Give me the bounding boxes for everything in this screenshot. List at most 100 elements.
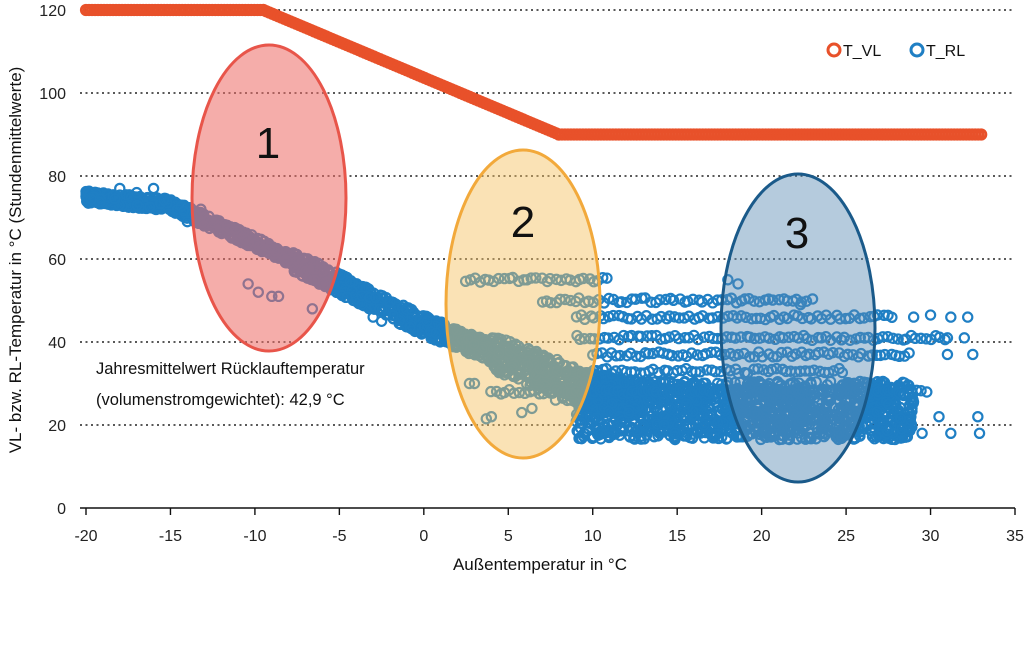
t-rl-point bbox=[577, 272, 589, 285]
t-rl-point bbox=[658, 419, 670, 431]
t-rl-point bbox=[554, 293, 566, 306]
t-rl-point bbox=[642, 348, 655, 360]
annotation-line-2: (volumenstromgewichtet): 42,9 °C bbox=[96, 391, 345, 409]
zone-3-ellipse bbox=[719, 172, 877, 484]
t-rl-point bbox=[887, 384, 899, 396]
t-rl-point bbox=[810, 410, 822, 422]
t-rl-point bbox=[373, 303, 386, 315]
t-rl-point bbox=[924, 309, 937, 321]
t-rl-point bbox=[360, 281, 373, 294]
t-rl-point bbox=[887, 332, 899, 344]
t-rl-point bbox=[674, 383, 686, 396]
t-rl-point bbox=[901, 406, 914, 419]
t-rl-point bbox=[778, 385, 790, 398]
t-rl-point bbox=[618, 377, 631, 389]
t-rl-point bbox=[660, 293, 672, 306]
zone-3-label: 3 bbox=[785, 209, 809, 258]
t-rl-point bbox=[512, 344, 524, 357]
t-rl-point bbox=[765, 363, 778, 376]
t-rl-point bbox=[363, 291, 376, 304]
t-rl-point bbox=[796, 397, 809, 409]
t-rl-point bbox=[614, 349, 626, 362]
t-rl-point bbox=[717, 312, 729, 324]
t-rl-point bbox=[933, 331, 946, 343]
t-rl-point bbox=[681, 295, 694, 307]
t-rl-point bbox=[698, 384, 710, 396]
t-rl-point bbox=[666, 349, 678, 362]
x-tick-label: 20 bbox=[753, 528, 771, 545]
t-rl-point bbox=[748, 295, 760, 307]
t-rl-point bbox=[842, 348, 854, 361]
t-rl-point bbox=[855, 347, 867, 360]
t-rl-point bbox=[765, 431, 777, 443]
t-rl-point bbox=[405, 303, 418, 316]
t-rl-point bbox=[669, 427, 681, 439]
legend-label-t-vl: T_VL bbox=[843, 43, 881, 60]
t-rl-point bbox=[748, 406, 761, 419]
t-rl-point bbox=[711, 377, 724, 390]
t-rl-point bbox=[131, 199, 143, 211]
t-rl-point bbox=[877, 414, 889, 426]
t-rl-point bbox=[838, 331, 851, 344]
t-rl-point bbox=[616, 414, 628, 427]
x-axis-title: Außentemperatur in °C bbox=[453, 555, 627, 574]
t-rl-point bbox=[650, 386, 663, 398]
t-rl-point bbox=[739, 388, 752, 400]
t-rl-point bbox=[858, 312, 870, 324]
t-rl-point bbox=[493, 366, 505, 379]
x-tick-label: -5 bbox=[332, 528, 346, 545]
t-rl-point bbox=[729, 332, 742, 344]
t-rl-point bbox=[870, 430, 883, 443]
t-rl-point bbox=[635, 330, 647, 343]
t-rl-point bbox=[603, 292, 615, 305]
t-rl-point bbox=[400, 303, 413, 316]
t-rl-point bbox=[587, 296, 599, 309]
x-tick-label: 25 bbox=[837, 528, 855, 545]
x-tick-label: 10 bbox=[584, 528, 602, 545]
t-rl-point bbox=[752, 363, 764, 375]
t-rl-point bbox=[575, 417, 587, 429]
t-rl-point bbox=[147, 182, 160, 195]
t-rl-point bbox=[907, 311, 920, 323]
t-rl-point bbox=[719, 400, 731, 413]
t-rl-point bbox=[549, 394, 562, 406]
zone-1-label: 1 bbox=[256, 119, 280, 168]
y-tick-label: 40 bbox=[48, 335, 66, 352]
t-rl-point bbox=[421, 315, 433, 327]
t-rl-point bbox=[920, 333, 932, 345]
t-rl-point bbox=[658, 411, 670, 423]
t-rl-point bbox=[886, 311, 898, 324]
t-rl-point bbox=[516, 406, 528, 419]
t-rl-point bbox=[882, 398, 895, 410]
t-rl-point bbox=[967, 348, 979, 361]
t-rl-point bbox=[941, 332, 954, 344]
t-rl-point bbox=[692, 333, 704, 346]
t-rl-point bbox=[456, 334, 469, 346]
t-rl-point bbox=[820, 384, 833, 396]
t-rl-point bbox=[736, 405, 748, 418]
t-rl-point bbox=[812, 346, 825, 359]
t-rl-point bbox=[468, 338, 480, 351]
legend-label-t-rl: T_RL bbox=[926, 43, 965, 60]
t-rl-point bbox=[823, 366, 835, 379]
t-rl-point bbox=[796, 413, 808, 425]
t-rl-point bbox=[973, 427, 986, 439]
t-rl-point bbox=[667, 294, 680, 307]
t-rl-point bbox=[694, 366, 706, 378]
t-rl-point bbox=[574, 333, 586, 345]
t-rl-point bbox=[705, 429, 718, 442]
t-rl-point bbox=[601, 272, 613, 284]
zone-2-ellipse bbox=[444, 148, 602, 460]
t-rl-point bbox=[525, 272, 537, 284]
legend: T_VL T_RL bbox=[826, 42, 965, 60]
t-rl-point bbox=[485, 411, 498, 423]
t-rl-point bbox=[892, 333, 904, 345]
t-rl-point bbox=[800, 332, 813, 345]
t-rl-point bbox=[717, 417, 729, 429]
t-rl-point bbox=[791, 433, 803, 445]
t-rl-point bbox=[664, 412, 676, 425]
t-rl-point bbox=[773, 421, 785, 434]
t-rl-point bbox=[849, 398, 861, 411]
t-rl-point bbox=[766, 395, 778, 407]
